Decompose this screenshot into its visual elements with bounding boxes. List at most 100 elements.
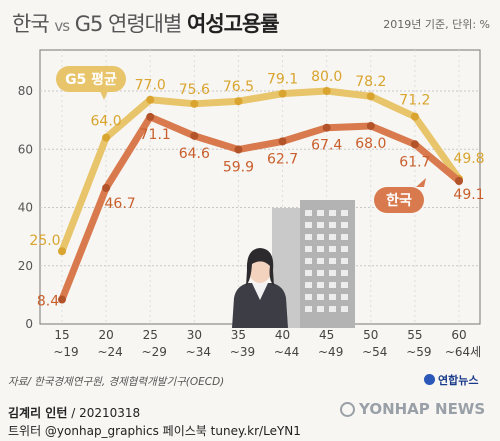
building-window [329,210,336,216]
data-point [278,137,287,146]
x-tick-label-top: 25 [143,328,158,342]
x-tick-label-bottom: ~34 [186,345,211,359]
building-windows [305,210,348,312]
x-tick-label-top: 15 [54,328,69,342]
data-label-g5: 78.2 [355,74,386,90]
building-window [329,222,336,228]
data-label-g5: 64.0 [91,114,122,130]
building-window [317,246,324,252]
building-window [341,234,348,240]
data-point [102,183,111,192]
data-label-g5: 79.1 [267,72,298,88]
building-window [305,222,312,228]
building-window [341,258,348,264]
x-tick-label-bottom: ~49 [318,345,343,359]
unit-note: 2019년 기준, 단위: % [383,18,490,31]
line-chart: 0 20 40 60 80 15 ~19 20 ~24 25 ~29 30 ~34 35 ~39 40 ~44… [18,49,485,359]
legend-korea: 한국 [374,178,426,213]
building-window [317,270,324,276]
x-tick-label-bottom: ~64세 [445,345,481,359]
chart-title: 한국 vs G5 연령대별 여성고용률 [12,8,280,38]
data-point [146,95,155,104]
data-label-korea: 71.1 [140,127,171,143]
credit-date: / 20210318 [71,406,141,420]
building-window [317,294,324,300]
y-tick-label: 60 [18,142,33,156]
x-tick-label-top: 20 [98,328,113,342]
data-point [366,92,375,101]
building-window [329,234,336,240]
x-tick-label-bottom: ~39 [230,345,255,359]
data-label-g5: 77.0 [135,78,166,94]
building-window [305,282,312,288]
data-point [58,247,66,256]
yonhap-logo-text: 연합뉴스 [438,374,479,387]
x-tick-label-top: 30 [187,328,202,342]
building-window [341,270,348,276]
x-tick-label-top: 35 [231,328,246,342]
data-point [455,176,463,185]
building-window [305,234,312,240]
data-label-g5: 49.8 [453,151,484,167]
x-tick-label-top: 50 [363,328,378,342]
data-point [234,145,243,154]
data-point [410,140,419,149]
source-note: 자료/ 한국경제연구원, 경제협력개발기구(OECD) [8,376,225,388]
data-point [190,131,199,140]
series-lines [58,87,463,304]
building-window [341,246,348,252]
data-point [322,123,331,132]
building-window [305,270,312,276]
x-tick-label-top: 60 [451,328,466,342]
y-tick-label: 80 [18,84,33,98]
building-window [329,306,336,312]
credit-social: 트위터 @yonhap_graphics 페이스북 tuney.kr/LeYN1 [8,424,301,438]
building-window [341,306,348,312]
building-window [341,210,348,216]
data-label-g5: 76.5 [223,79,254,95]
building-window [329,270,336,276]
x-tick-label-bottom: ~19 [53,345,78,359]
data-label-korea: 68.0 [355,136,386,152]
data-point [146,112,155,121]
building-window [305,306,312,312]
building-window [317,234,324,240]
x-tick-label-bottom: ~44 [274,345,299,359]
x-tick-label-top: 40 [275,328,290,342]
building-window [341,222,348,228]
building-window [317,282,324,288]
data-label-korea: 64.6 [179,146,210,162]
yonhap-news-watermark: YONHAP NEWS [340,400,485,418]
building-window [305,294,312,300]
data-point [190,99,199,108]
x-axis-ticks: 15 ~19 20 ~24 25 ~29 30 ~34 35 ~39 40 ~44 45 ~49 50 ~54… [53,328,481,359]
x-tick-label-bottom: ~29 [142,345,167,359]
data-label-korea: 62.7 [267,151,298,167]
woman-figure-illustration [232,248,288,328]
data-label-korea: 49.1 [453,187,484,203]
building-window [329,294,336,300]
data-label-g5: 71.2 [399,93,430,109]
y-tick-label: 40 [18,201,33,215]
yonhap-logo-small: 연합뉴스 [424,372,478,388]
credit-author: 김계리 인턴 / 20210318 [8,404,140,421]
data-label-g5: 75.6 [179,82,210,98]
data-label-korea: 61.7 [399,154,430,170]
yonhap-logo-icon [424,374,435,385]
data-point [58,295,66,304]
series-line-g5 [58,87,463,255]
title-korea: 한국 [12,12,50,36]
data-point [366,121,375,130]
data-label-g5: 80.0 [311,69,342,85]
data-label-korea: 8.4 [37,294,59,310]
building-window [329,246,336,252]
building-window [305,258,312,264]
legend-g5-label: G5 평균 [65,71,117,88]
building-window [305,246,312,252]
building-window [317,210,324,216]
x-tick-label-bottom: ~54 [362,345,387,359]
building-window [305,210,312,216]
yonhap-ring-icon [340,402,355,417]
building-window [329,258,336,264]
x-tick-label-top: 55 [407,328,422,342]
